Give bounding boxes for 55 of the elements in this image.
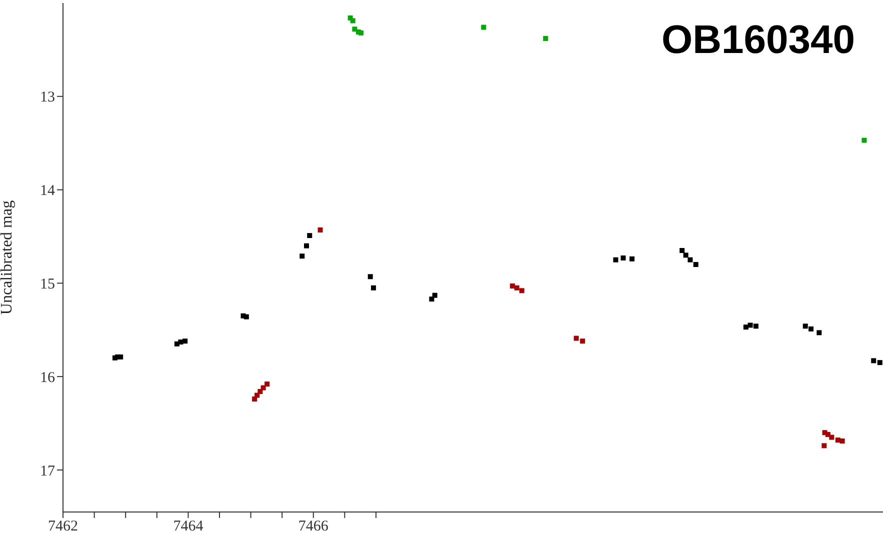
chart-title: OB160340 (662, 18, 855, 63)
point (264, 382, 270, 387)
point (862, 138, 867, 143)
point (748, 322, 753, 328)
point (871, 358, 876, 364)
point (481, 24, 486, 30)
y-tick-label: 14 (40, 183, 56, 200)
x-tick-label: 7466 (298, 518, 329, 535)
point (352, 26, 358, 32)
point (118, 354, 124, 360)
point (370, 285, 376, 290)
point (629, 256, 634, 262)
point (822, 443, 827, 448)
point (840, 438, 845, 444)
point (620, 255, 626, 260)
point (514, 285, 520, 290)
point (580, 338, 586, 344)
point (182, 338, 188, 344)
point (244, 314, 249, 320)
y-tick-label: 15 (40, 276, 55, 293)
point (574, 336, 579, 341)
point (680, 248, 685, 253)
point (802, 324, 808, 329)
point (808, 326, 814, 332)
point (683, 252, 688, 258)
point (693, 262, 698, 268)
point (688, 257, 693, 262)
y-tick-label: 13 (40, 90, 55, 106)
point (304, 243, 309, 248)
point (877, 360, 882, 366)
point (816, 330, 822, 336)
point (300, 254, 305, 259)
point (429, 296, 434, 302)
point (254, 392, 260, 398)
point (743, 324, 748, 330)
y-tick-label: 16 (40, 370, 56, 386)
point (260, 385, 266, 390)
point (543, 36, 548, 41)
point (613, 257, 618, 262)
x-tick-label: 7464 (173, 518, 204, 535)
point (753, 324, 758, 329)
point (258, 389, 263, 394)
point (350, 18, 356, 24)
point (829, 434, 834, 440)
point (307, 233, 312, 238)
y-axis-title: Uncalibrated mag (0, 200, 16, 315)
point (835, 438, 840, 443)
point (318, 227, 323, 232)
x-tick-label: 7462 (48, 518, 78, 535)
point (432, 292, 438, 298)
point (519, 288, 524, 294)
point (358, 30, 364, 36)
y-tick-label: 17 (40, 463, 56, 480)
point (368, 274, 373, 280)
point (510, 283, 515, 288)
